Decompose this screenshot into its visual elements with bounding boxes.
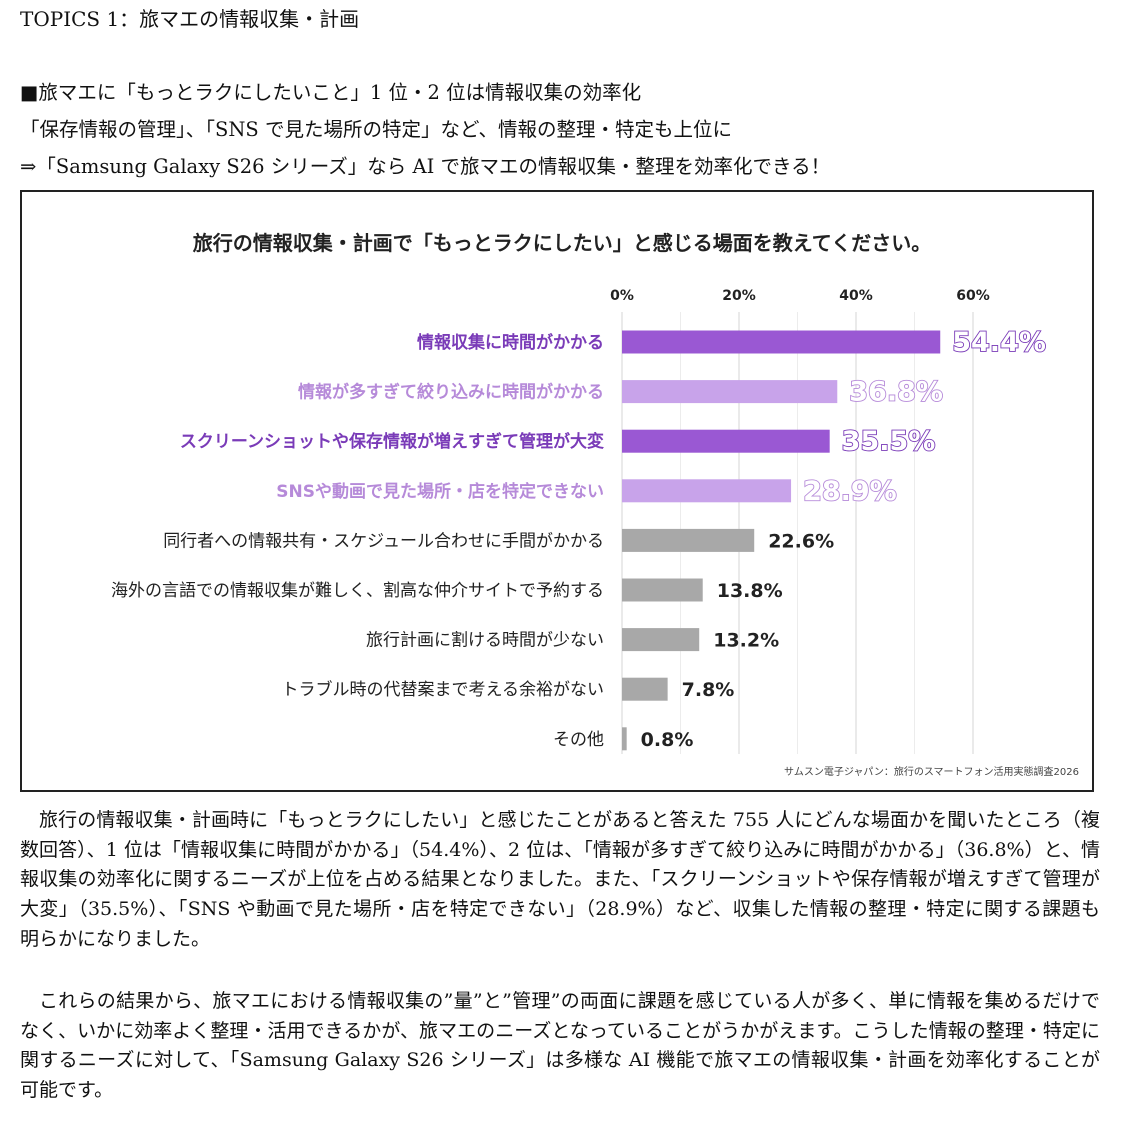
category-label: 海外の言語での情報収集が難しく、割高な仲介サイトで予約する: [111, 581, 604, 601]
category-label: SNSや動画で見た場所・店を特定できない: [276, 481, 604, 502]
value-label: 22.6%: [768, 530, 834, 552]
value-labels: 54.4% 36.8% 35.5% 28.9% 22.6% 13.8% 13.2% 7.8% 0…: [641, 326, 1047, 751]
value-label: 13.8%: [717, 580, 783, 602]
paragraph-1: 旅行の情報収集・計画時に「もっとラクにしたい」と感じたことがあると答えた 755…: [20, 809, 1100, 950]
value-label: 54.4%: [952, 327, 1046, 358]
bar: [622, 330, 941, 354]
value-label: 35.5%: [842, 426, 936, 457]
category-label: スクリーンショットや保存情報が増えすぎて管理が大変: [180, 431, 604, 452]
category-label: 旅行計画に割ける時間が少ない: [366, 631, 604, 651]
category-label: トラブル時の代替案まで考える余裕がない: [282, 679, 605, 700]
value-label: 36.8%: [849, 377, 943, 408]
bar: [622, 727, 627, 751]
x-tick-label: 60%: [956, 288, 990, 304]
bars: [622, 330, 941, 751]
bar: [622, 628, 700, 652]
paragraph-2: これらの結果から、旅マエにおける情報収集の”量”と”管理”の両面に課題を感じてい…: [20, 990, 1100, 1102]
headline-2: 「保存情報の管理」、「SNS で見た場所の特定」など、情報の整理・特定も上位に: [20, 118, 733, 141]
category-labels: 情報収集に時間がかかる情報が多すぎて絞り込みに時間がかかるスクリーンショットや保…: [111, 332, 604, 750]
bar: [622, 429, 830, 453]
category-label: その他: [553, 730, 604, 750]
source-note: サムスン電子ジャパン：旅行のスマートフォン活用実態調査2026: [784, 765, 1079, 778]
category-label: 情報収集に時間がかかる: [417, 332, 604, 353]
x-tick-label: 20%: [722, 288, 756, 304]
chart-title: 旅行の情報収集・計画で「もっとラクにしたい」と感じる場面を教えてください。: [193, 231, 931, 255]
value-label: 28.9%: [803, 476, 897, 507]
category-label: 情報が多すぎて絞り込みに時間がかかる: [298, 382, 604, 403]
bar: [622, 677, 668, 701]
category-label: 同行者への情報共有・スケジュール合わせに手間がかかる: [163, 531, 604, 551]
value-label: 0.8%: [641, 729, 694, 751]
bar: [622, 380, 838, 404]
bar-chart: 旅行の情報収集・計画で「もっとラクにしたい」と感じる場面を教えてください。 0%…: [111, 231, 1079, 778]
bar: [622, 528, 755, 552]
x-tick-label: 40%: [839, 288, 873, 304]
topic-title: TOPICS 1：旅マエの情報収集・計画: [20, 7, 360, 31]
x-axis-ticks: 0% 20% 40% 60%: [610, 288, 990, 304]
x-tick-label: 0%: [610, 288, 634, 304]
chart-frame: 旅行の情報収集・計画で「もっとラクにしたい」と感じる場面を教えてください。 0%…: [20, 190, 1094, 792]
bar: [622, 479, 792, 503]
headline-3: ⇒「Samsung Galaxy S26 シリーズ」なら AI で旅マエの情報収…: [20, 155, 831, 178]
headline-1: ■旅マエに「もっとラクにしたいこと」1 位・2 位は情報収集の効率化: [20, 81, 642, 104]
value-label: 13.2%: [713, 630, 779, 652]
value-label: 7.8%: [682, 679, 735, 701]
bar: [622, 578, 703, 602]
